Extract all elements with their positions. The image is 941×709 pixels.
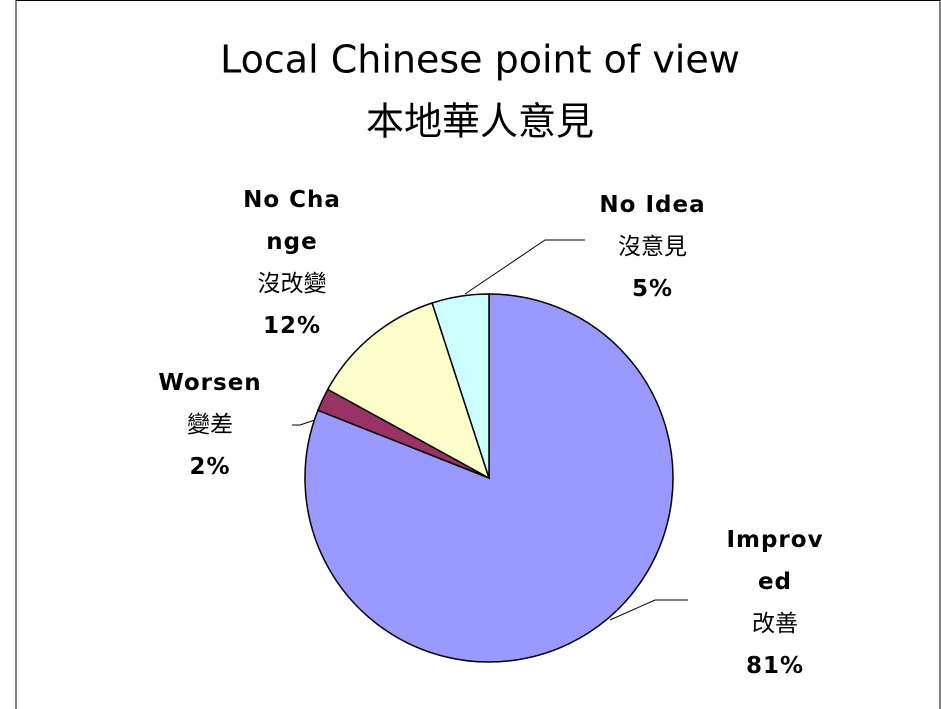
pie-slice xyxy=(326,302,491,480)
pie-slice xyxy=(304,293,674,663)
leader-line xyxy=(609,599,688,621)
value-label: 2% xyxy=(189,454,231,480)
category-label: No Change xyxy=(243,187,341,255)
category-label: Worsen xyxy=(158,370,262,396)
category-label: No Idea xyxy=(599,192,706,218)
value-label: 12% xyxy=(262,313,322,339)
data-label: Worsen 變差 2% xyxy=(140,362,280,488)
data-label: Improved 改善 81% xyxy=(700,519,850,687)
category-label-zh: 改善 xyxy=(752,611,798,637)
leader-line xyxy=(292,418,319,426)
chart-subtitle: 本地華人意見 xyxy=(366,100,594,144)
chart-title: Local Chinese point of view xyxy=(220,38,740,82)
category-label-zh: 沒改變 xyxy=(257,271,327,297)
value-label: 81% xyxy=(745,653,805,679)
value-label: 5% xyxy=(631,276,674,302)
category-label-zh: 沒意見 xyxy=(618,234,687,260)
category-label: Improved xyxy=(726,527,824,595)
data-label: No Change 沒改變 12% xyxy=(222,179,362,347)
pie-slice xyxy=(431,293,490,479)
data-label: No Idea 沒意見 5% xyxy=(575,184,730,310)
category-label-zh: 變差 xyxy=(187,412,233,438)
leader-line xyxy=(464,239,585,295)
chart-frame xyxy=(15,0,941,709)
